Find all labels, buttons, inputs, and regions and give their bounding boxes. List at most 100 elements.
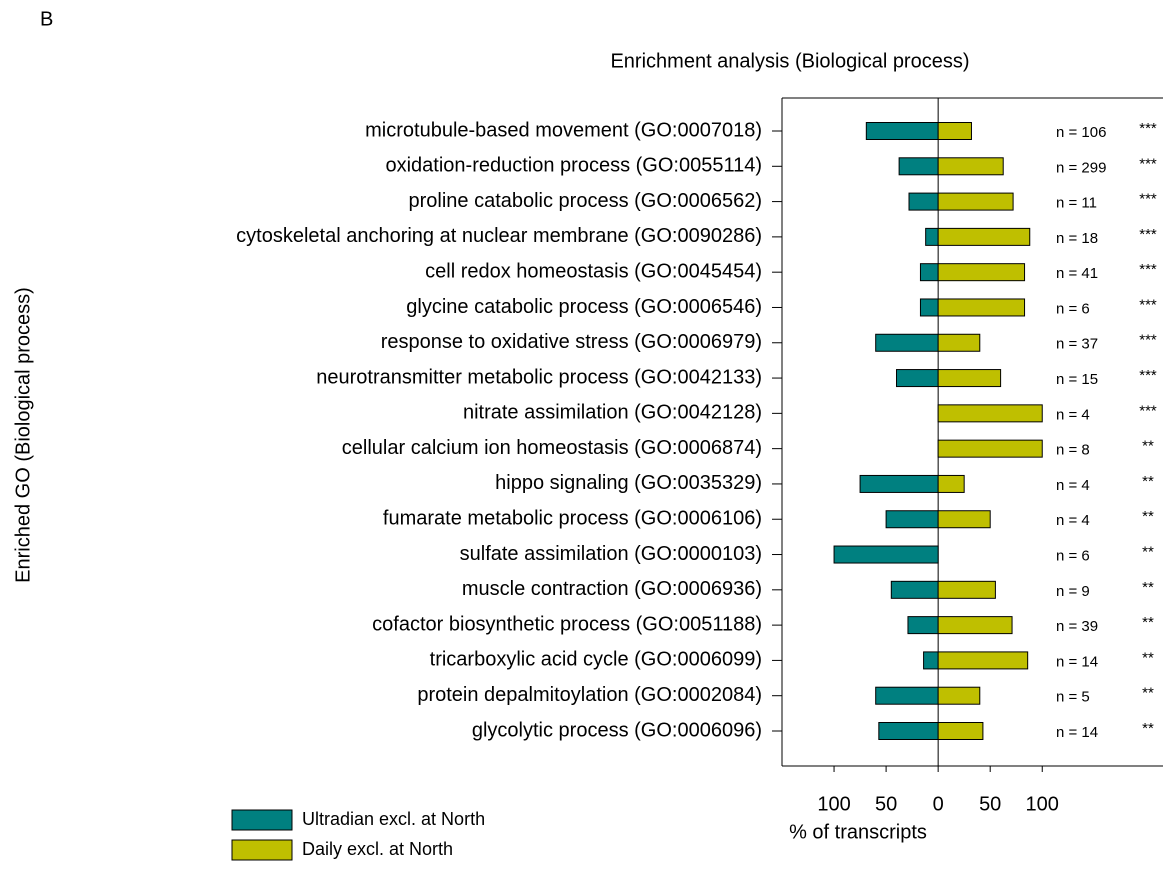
y-tick-label: muscle contraction (GO:0006936) [462,578,762,600]
significance: *** [1139,332,1157,349]
bar [937,333,981,352]
significance: ** [1142,649,1154,666]
bar [885,510,939,529]
bar [937,404,1043,423]
bar [937,298,1026,317]
significance: ** [1142,438,1154,455]
significance: ** [1142,508,1154,525]
bar [878,722,939,740]
legend-swatch [231,809,293,831]
y-tick-label: microtubule-based movement (GO:0007018) [365,119,762,141]
n-label: n = 15 [1056,371,1098,388]
bar [890,580,939,599]
y-tick-label: glycolytic process (GO:0006096) [472,719,762,741]
y-tick-label: nitrate assimilation (GO:0042128) [463,402,762,424]
bar [907,616,939,635]
n-label: n = 8 [1056,442,1090,459]
y-tick-label: sulfate assimilation (GO:0000103) [460,543,762,565]
bar [919,263,939,282]
bar [925,227,939,246]
bar [865,122,939,140]
y-tick-label: tricarboxylic acid cycle (GO:0006099) [430,649,762,671]
n-label: n = 9 [1056,583,1090,600]
bar [896,369,939,388]
y-tick-label: glycine catabolic process (GO:0006546) [406,296,762,318]
n-label: n = 14 [1056,724,1098,741]
x-tick-label: 100 [1026,793,1059,815]
bar [937,122,972,140]
significance: ** [1142,579,1154,596]
y-tick-label: cofactor biosynthetic process (GO:005118… [372,613,762,635]
n-label: n = 4 [1056,477,1090,494]
bar [937,722,984,740]
n-label: n = 6 [1056,300,1090,317]
bar [937,686,981,705]
bar [937,369,1002,388]
x-tick-label: 50 [979,793,1001,815]
bar [937,157,1004,176]
y-tick-label: protein depalmitoylation (GO:0002084) [417,684,762,706]
y-tick-label: oxidation-reduction process (GO:0055114) [385,155,762,177]
y-tick-label: cell redox homeostasis (GO:0045454) [425,260,762,282]
y-tick-label: response to oxidative stress (GO:0006979… [381,331,762,353]
n-label: n = 39 [1056,618,1098,635]
bar [937,263,1026,282]
significance: *** [1139,191,1157,208]
bar [898,157,939,176]
significance: *** [1139,402,1157,419]
bar [937,474,965,493]
y-tick-label: fumarate metabolic process (GO:0006106) [383,508,762,530]
significance: ** [1142,685,1154,702]
n-label: n = 5 [1056,689,1090,706]
n-label: n = 299 [1056,159,1106,176]
n-label: n = 4 [1056,512,1090,529]
y-tick-label: cytoskeletal anchoring at nuclear membra… [236,225,762,247]
significance: *** [1139,155,1157,172]
bar [937,580,996,599]
bar [919,298,939,317]
significance: ** [1142,614,1154,631]
bar [937,439,1043,458]
significance: ** [1142,543,1154,560]
n-label: n = 37 [1056,336,1098,353]
bar [875,333,939,352]
significance: ** [1142,473,1154,490]
y-tick-label: hippo signaling (GO:0035329) [495,472,762,494]
bar [937,510,991,529]
y-tick-label: cellular calcium ion homeostasis (GO:000… [342,437,762,459]
bar [937,651,1029,670]
bar [833,545,939,564]
legend-swatch [231,839,293,861]
significance: *** [1139,296,1157,313]
n-label: n = 6 [1056,547,1090,564]
bar [937,227,1031,246]
bar [875,686,939,705]
x-tick-label: 50 [875,793,897,815]
x-tick-label: 0 [933,793,944,815]
chart-title: Enrichment analysis (Biological process) [610,50,969,72]
bar [923,651,939,670]
n-label: n = 41 [1056,265,1098,282]
bar [937,616,1013,635]
x-tick-label: 100 [817,793,850,815]
n-label: n = 11 [1056,195,1097,212]
legend-label: Daily excl. at North [302,839,453,859]
legend-label: Ultradian excl. at North [302,809,485,829]
significance: *** [1139,120,1157,137]
bar [937,192,1014,211]
n-label: n = 18 [1056,230,1098,247]
significance: ** [1142,720,1154,737]
bar [908,192,939,211]
y-tick-label: proline catabolic process (GO:0006562) [408,190,762,212]
y-axis-label: Enriched GO (Biological process) [12,287,34,583]
n-label: n = 4 [1056,406,1090,423]
significance: *** [1139,261,1157,278]
n-label: n = 14 [1056,653,1098,670]
significance: *** [1139,226,1157,243]
y-tick-label: neurotransmitter metabolic process (GO:0… [316,366,762,388]
significance: *** [1139,367,1157,384]
panel-label: B [40,8,53,30]
x-axis-label: % of transcripts [789,821,927,843]
n-label: n = 106 [1056,124,1106,141]
